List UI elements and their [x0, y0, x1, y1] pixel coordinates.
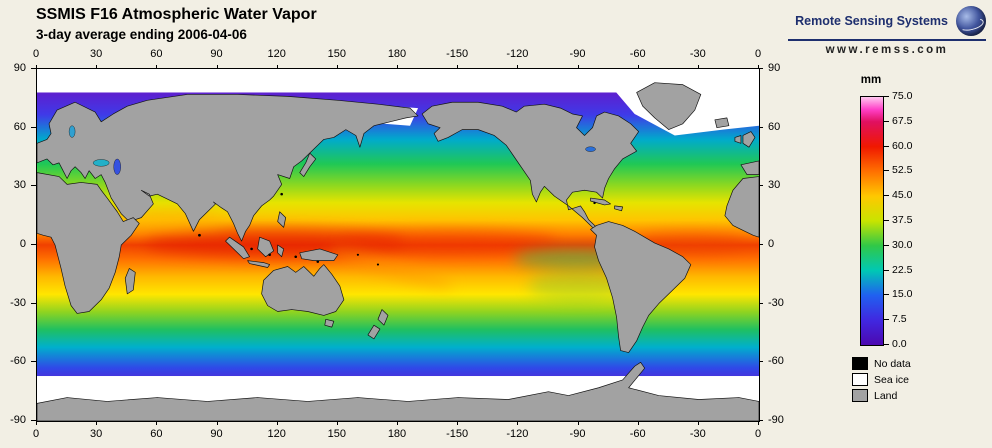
latitude-axis-right: 90 60 30 0 -30 -60 -90 — [757, 62, 794, 426]
lat-tick-label: 60 — [13, 120, 37, 133]
colorbar-tick-label: 75.0 — [883, 90, 913, 102]
lon-tick-label: 150 — [320, 420, 354, 440]
lon-tick-label: -90 — [561, 420, 595, 440]
lon-tick-label: -30 — [681, 420, 715, 440]
lon-tick-label: 60 — [139, 48, 173, 70]
legend-row-land: Land — [852, 388, 911, 403]
brand-divider — [788, 39, 986, 41]
brand-name: Remote Sensing Systems — [795, 14, 948, 28]
legend: No data Sea ice Land — [852, 356, 911, 404]
colorbar-tick-label: 15.0 — [883, 288, 913, 301]
lon-tick-label: 0 — [741, 420, 775, 440]
lat-tick-label: -30 — [10, 296, 36, 309]
no-data-layer — [198, 192, 596, 266]
colorbar-ticks: 75.0 67.5 60.0 52.5 45.0 37.5 30.0 22.5 … — [883, 90, 928, 350]
lat-tick-label: -60 — [758, 355, 784, 368]
branding: Remote Sensing Systems www.remss.com — [782, 6, 986, 56]
brand-row: Remote Sensing Systems — [782, 6, 986, 36]
lon-tick-label: -90 — [561, 48, 595, 70]
colorbar-tick-label: 45.0 — [883, 189, 913, 202]
lon-tick-label: 120 — [260, 420, 294, 440]
colorbar-tick-label: 22.5 — [883, 263, 913, 276]
lon-tick-label: 90 — [200, 420, 234, 440]
lon-tick-label: 120 — [260, 48, 294, 70]
legend-swatch-sea-ice — [852, 373, 868, 386]
page-subtitle: 3-day average ending 2006-04-06 — [36, 27, 247, 42]
lat-tick-label: -30 — [758, 296, 784, 309]
colorbar-units-label: mm — [860, 74, 882, 86]
colorbar-tick-label: 37.5 — [883, 214, 913, 226]
legend-row-sea-ice: Sea ice — [852, 372, 911, 387]
lon-tick-label: -60 — [621, 48, 655, 70]
colorbar-tick-label: 52.5 — [883, 164, 913, 177]
lon-tick-label: 30 — [79, 420, 113, 440]
world-map — [36, 68, 760, 422]
lat-tick-label: 0 — [757, 238, 775, 250]
lon-tick-label: 60 — [139, 420, 173, 440]
globe-icon — [956, 6, 986, 36]
lon-tick-label: -60 — [621, 420, 655, 440]
lat-tick-label: -90 — [758, 414, 784, 426]
colorbar-tick-label: 60.0 — [883, 139, 913, 152]
legend-label-land: Land — [874, 389, 898, 402]
lat-tick-label: 60 — [757, 120, 781, 133]
land-layer — [37, 82, 759, 421]
lon-tick-label: 90 — [200, 48, 234, 70]
lon-tick-label: 180 — [380, 48, 414, 70]
colorbar-tick-label: 7.5 — [884, 313, 907, 326]
legend-row-no-data: No data — [852, 356, 911, 371]
lon-tick-label: -120 — [500, 420, 534, 440]
lat-tick-label: 30 — [13, 179, 37, 192]
lon-tick-label: 180 — [380, 420, 414, 440]
brand-url[interactable]: www.remss.com — [825, 43, 949, 56]
longitude-axis-bottom: 0 30 60 90 120 150 180 -150 -120 -90 -60… — [33, 420, 761, 446]
legend-label-sea-ice: Sea ice — [874, 373, 910, 386]
latitude-axis-left: 90 60 30 0 -30 -60 -90 — [0, 62, 37, 426]
colorbar-tick-label: 0.0 — [884, 338, 907, 350]
lon-tick-label: -120 — [500, 48, 534, 70]
legend-label-no-data: No data — [874, 357, 911, 370]
colorbar-tick-label: 67.5 — [883, 114, 913, 127]
vapor-blob-itcz-pacific — [340, 230, 557, 253]
lat-tick-label: 90 — [757, 62, 781, 74]
lon-tick-label: -150 — [440, 48, 474, 70]
lat-tick-label: -90 — [10, 414, 36, 426]
lon-tick-label: 0 — [19, 48, 53, 70]
lat-tick-label: 30 — [757, 179, 781, 192]
lon-tick-label: 0 — [741, 48, 775, 70]
legend-swatch-no-data — [852, 357, 868, 370]
lon-tick-label: -30 — [681, 48, 715, 70]
lon-tick-label: 30 — [79, 48, 113, 70]
world-map-svg — [37, 69, 759, 421]
colorbar — [860, 96, 884, 346]
lon-tick-label: 150 — [320, 48, 354, 70]
legend-swatch-land — [852, 389, 868, 402]
longitude-axis-top: 0 30 60 90 120 150 180 -150 -120 -90 -60… — [33, 46, 761, 70]
lat-tick-label: 0 — [19, 238, 37, 250]
lat-tick-label: 90 — [13, 62, 37, 74]
lon-tick-label: 0 — [19, 420, 53, 440]
colorbar-tick-label: 30.0 — [883, 238, 913, 251]
inland-seas-layer — [68, 125, 596, 175]
lon-tick-label: -150 — [440, 420, 474, 440]
page-title: SSMIS F16 Atmospheric Water Vapor — [36, 6, 317, 23]
lat-tick-label: -60 — [10, 355, 36, 368]
